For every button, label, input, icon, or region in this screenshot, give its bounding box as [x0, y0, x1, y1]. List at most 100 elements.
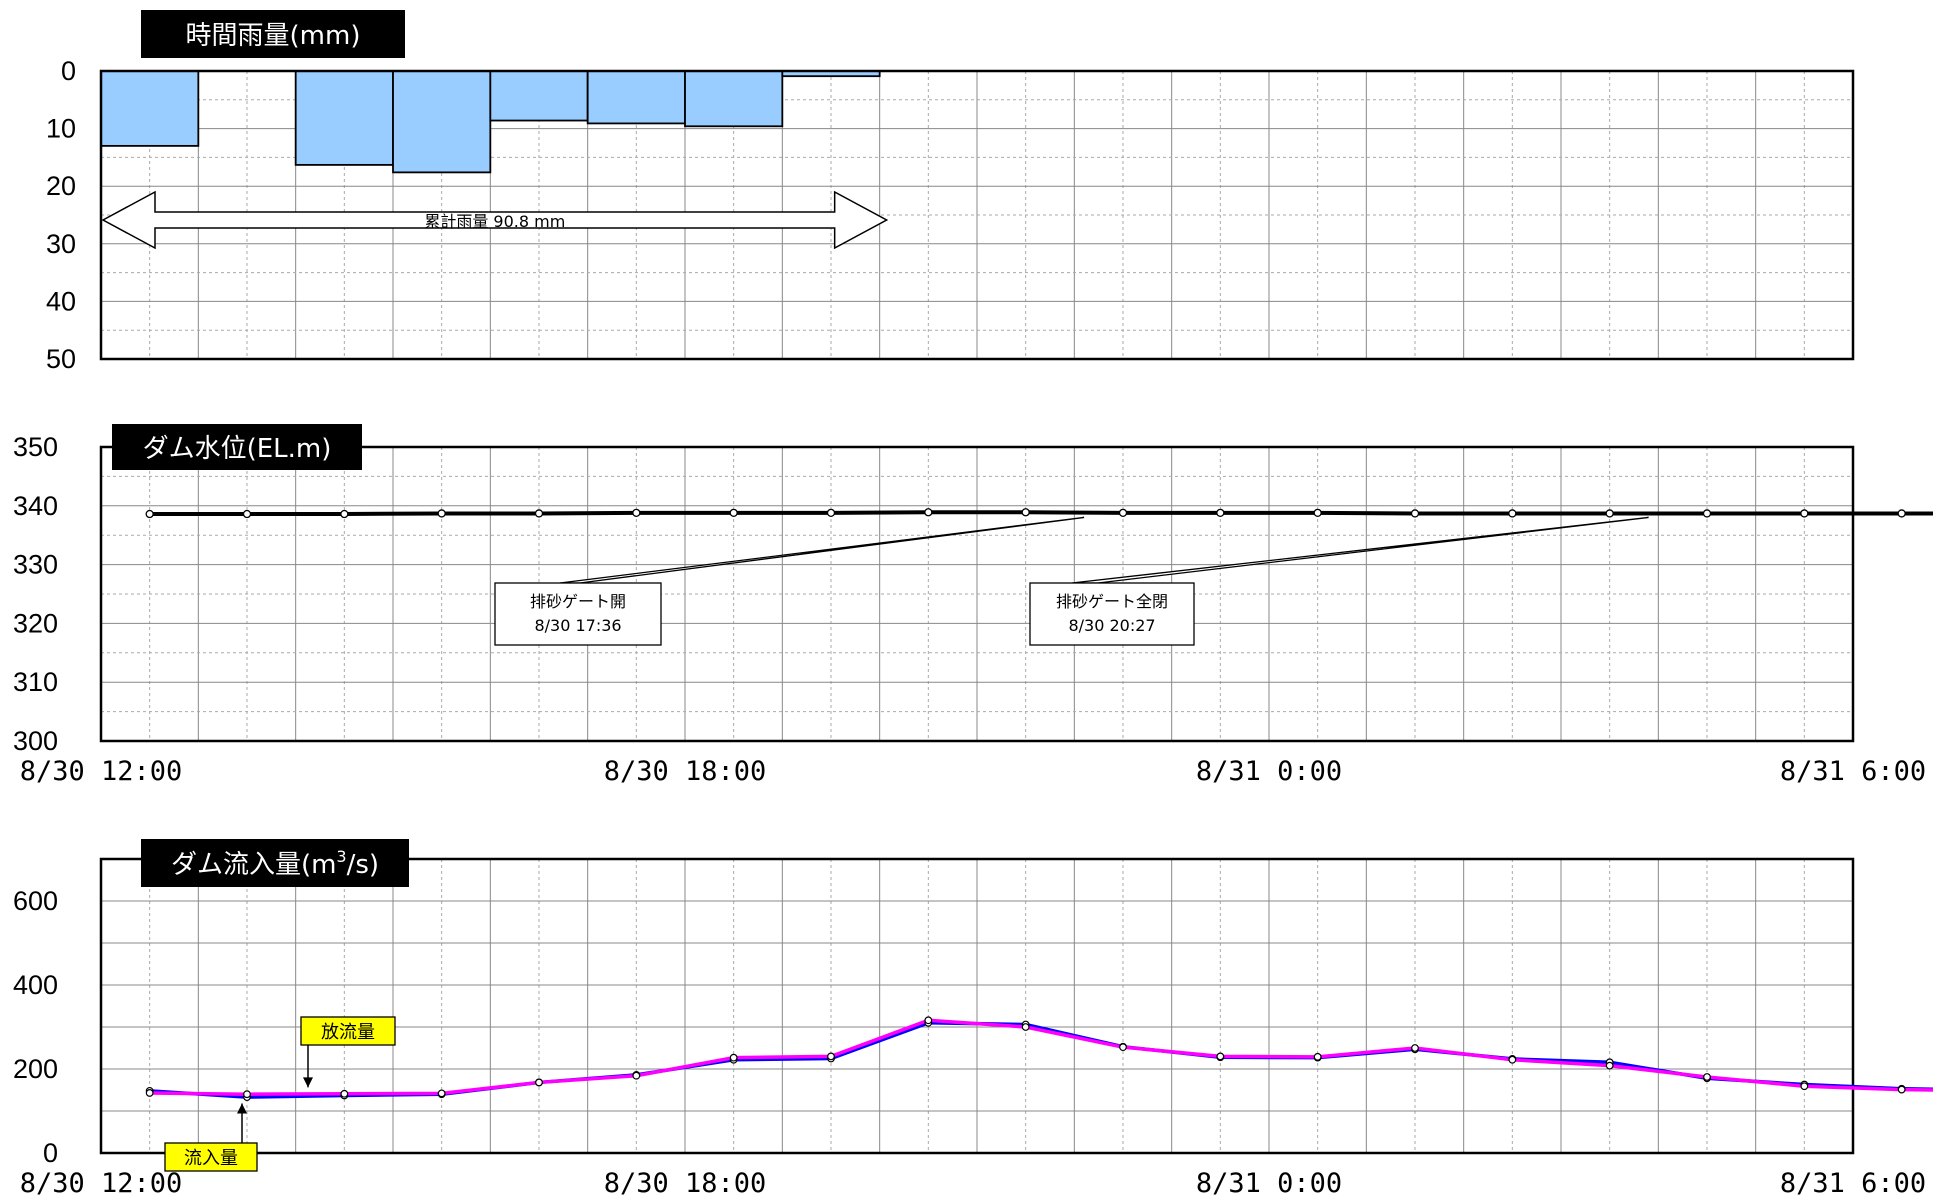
- level-x-tick-label: 8/31 6:00: [1780, 756, 1926, 787]
- level-y-tick-label: 330: [13, 550, 58, 580]
- flow-point: [1313, 1052, 1322, 1061]
- flow-x-axis: 8/30 12:00 8/30 18:00 8/31 0:00 8/31 6:00: [20, 1168, 1926, 1198]
- level-point: [1897, 509, 1906, 518]
- rain-panel: 0 10 20 30 40 50 累計雨量 90.8 mm 時間雨量(mm): [46, 10, 1855, 374]
- annotation-callout-box: [1029, 582, 1195, 646]
- flow-label-text: 流入量: [184, 1148, 238, 1169]
- rain-bar: [586, 70, 686, 125]
- flow-point: [1508, 1055, 1517, 1064]
- flow-line: [149, 1018, 1933, 1096]
- level-point: [1800, 509, 1809, 518]
- level-x-tick-label: 8/30 18:00: [604, 756, 767, 787]
- flow-x-tick-label: 8/31 0:00: [1196, 1168, 1342, 1198]
- rain-bar: [392, 70, 492, 174]
- flow-title-sup: 3: [336, 847, 346, 866]
- flow-y-tick-label: 0: [43, 1138, 58, 1168]
- level-point: [1216, 508, 1225, 518]
- level-annotations: 排砂ゲート開 8/30 17:36 排砂ゲート全閉 8/30 20:27: [494, 516, 1649, 646]
- rain-y-tick-label: 10: [46, 114, 76, 144]
- flow-point: [827, 1052, 835, 1061]
- flow-point: [1411, 1044, 1419, 1052]
- rain-bar: [100, 70, 200, 147]
- level-title-box: [112, 424, 362, 470]
- level-grid: [101, 447, 1853, 741]
- flow-point: [535, 1078, 543, 1087]
- flow-label-text: 放流量: [321, 1022, 375, 1043]
- annotation-callout-box: [494, 582, 662, 646]
- annotation-text: 8/30 17:36: [534, 616, 621, 635]
- flow-point: [729, 1053, 738, 1062]
- rain-bar: [294, 70, 394, 166]
- annotation-text: 排砂ゲート開: [530, 592, 626, 611]
- flow-point: [437, 1089, 446, 1098]
- flow-point: [1605, 1061, 1614, 1070]
- level-line: [149, 510, 1933, 517]
- level-y-tick-label: 320: [13, 608, 58, 638]
- flow-point: [1216, 1052, 1225, 1061]
- level-point: [437, 509, 446, 518]
- level-point: [1605, 509, 1614, 518]
- level-point: [1021, 508, 1030, 517]
- level-series: [145, 508, 1933, 519]
- flow-plot-frame: [99, 857, 1855, 1155]
- flow-y-tick-label: 200: [13, 1054, 58, 1084]
- flow-y-tick-label: 600: [13, 886, 58, 916]
- flow-title-box: [141, 839, 409, 887]
- flow-label-box: [300, 1016, 396, 1046]
- rain-title: 時間雨量(mm): [186, 21, 361, 51]
- flow-point: [243, 1090, 251, 1099]
- rain-y-tick-label: 0: [61, 56, 76, 86]
- flow-grid: [101, 859, 1853, 1153]
- flow-line: [149, 1021, 1933, 1099]
- annotation-text: 8/30 20:27: [1068, 616, 1155, 635]
- level-point: [534, 509, 544, 518]
- flow-y-tick-label: 400: [13, 970, 58, 1000]
- flow-label-arrowhead: [303, 1077, 313, 1088]
- flow-point: [1021, 1023, 1030, 1031]
- cumulative-rain-arrow: 累計雨量 90.8 mm: [101, 190, 889, 250]
- level-point: [1508, 509, 1517, 518]
- rain-y-axis: 0 10 20 30 40 50: [46, 56, 76, 374]
- flow-point: [1119, 1043, 1127, 1052]
- level-point: [340, 509, 349, 519]
- level-point: [242, 509, 252, 519]
- flow-point: [1703, 1073, 1711, 1081]
- flow-label-arrowhead: [237, 1103, 247, 1114]
- level-plot-frame: [99, 445, 1855, 743]
- flow-title-tail: /s): [347, 850, 379, 880]
- level-x-axis: 8/30 12:00 8/30 18:00 8/31 0:00 8/31 6:00: [20, 756, 1926, 787]
- level-point: [729, 508, 738, 518]
- level-point: [924, 508, 933, 517]
- level-y-tick-label: 310: [13, 667, 58, 697]
- level-y-axis: 300 310 320 330 340 350: [13, 432, 58, 756]
- rain-title-box: [141, 10, 405, 58]
- level-title: ダム水位(EL.m): [143, 434, 332, 464]
- flow-point: [1800, 1082, 1809, 1091]
- level-point: [145, 509, 154, 519]
- level-point: [1118, 508, 1128, 518]
- flow-point: [1897, 1085, 1906, 1094]
- level-y-tick-label: 350: [13, 432, 58, 462]
- rain-bar: [489, 70, 589, 122]
- rain-bar: [684, 70, 784, 128]
- flow-title-main: ダム流入量(m: [171, 850, 336, 880]
- flow-series: [145, 1016, 1933, 1102]
- flow-point: [145, 1089, 154, 1097]
- level-y-tick-label: 300: [13, 726, 58, 756]
- annotation-text: 排砂ゲート全閉: [1056, 592, 1168, 611]
- flow-label-box: [164, 1142, 258, 1172]
- flow-point: [632, 1071, 641, 1080]
- level-point: [1313, 508, 1322, 518]
- level-point: [826, 508, 836, 518]
- rain-y-tick-label: 20: [46, 171, 76, 201]
- level-point: [1702, 509, 1712, 518]
- level-point: [1410, 509, 1420, 518]
- flow-x-tick-label: 8/30 12:00: [20, 1168, 183, 1198]
- flow-x-tick-label: 8/30 18:00: [604, 1168, 767, 1198]
- rain-y-tick-label: 30: [46, 229, 76, 259]
- level-x-tick-label: 8/30 12:00: [20, 756, 183, 787]
- annotation-callout-pointer: [1071, 516, 1649, 584]
